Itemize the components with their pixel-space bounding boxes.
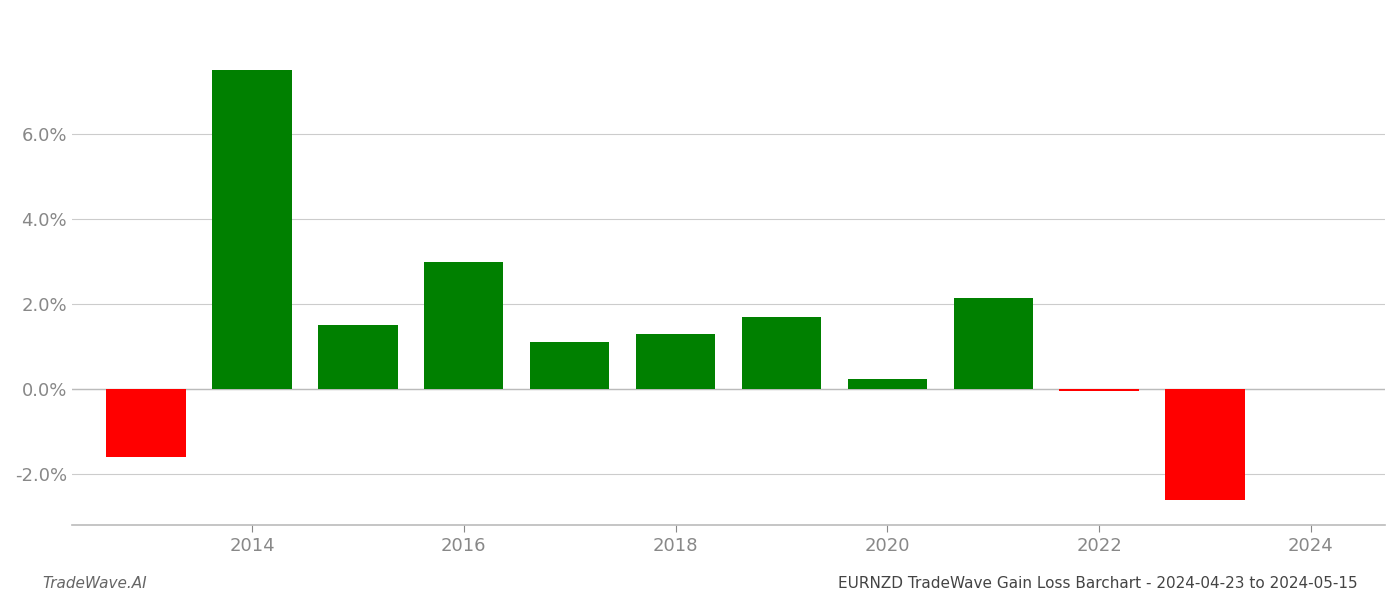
Text: TradeWave.AI: TradeWave.AI: [42, 576, 147, 591]
Bar: [847, 379, 927, 389]
Bar: [213, 70, 291, 389]
Bar: [1060, 389, 1138, 391]
Bar: [953, 298, 1033, 389]
Bar: [531, 343, 609, 389]
Bar: [424, 262, 504, 389]
Bar: [636, 334, 715, 389]
Text: EURNZD TradeWave Gain Loss Barchart - 2024-04-23 to 2024-05-15: EURNZD TradeWave Gain Loss Barchart - 20…: [839, 576, 1358, 591]
Bar: [1165, 389, 1245, 500]
Bar: [742, 317, 822, 389]
Bar: [318, 325, 398, 389]
Bar: [106, 389, 186, 457]
